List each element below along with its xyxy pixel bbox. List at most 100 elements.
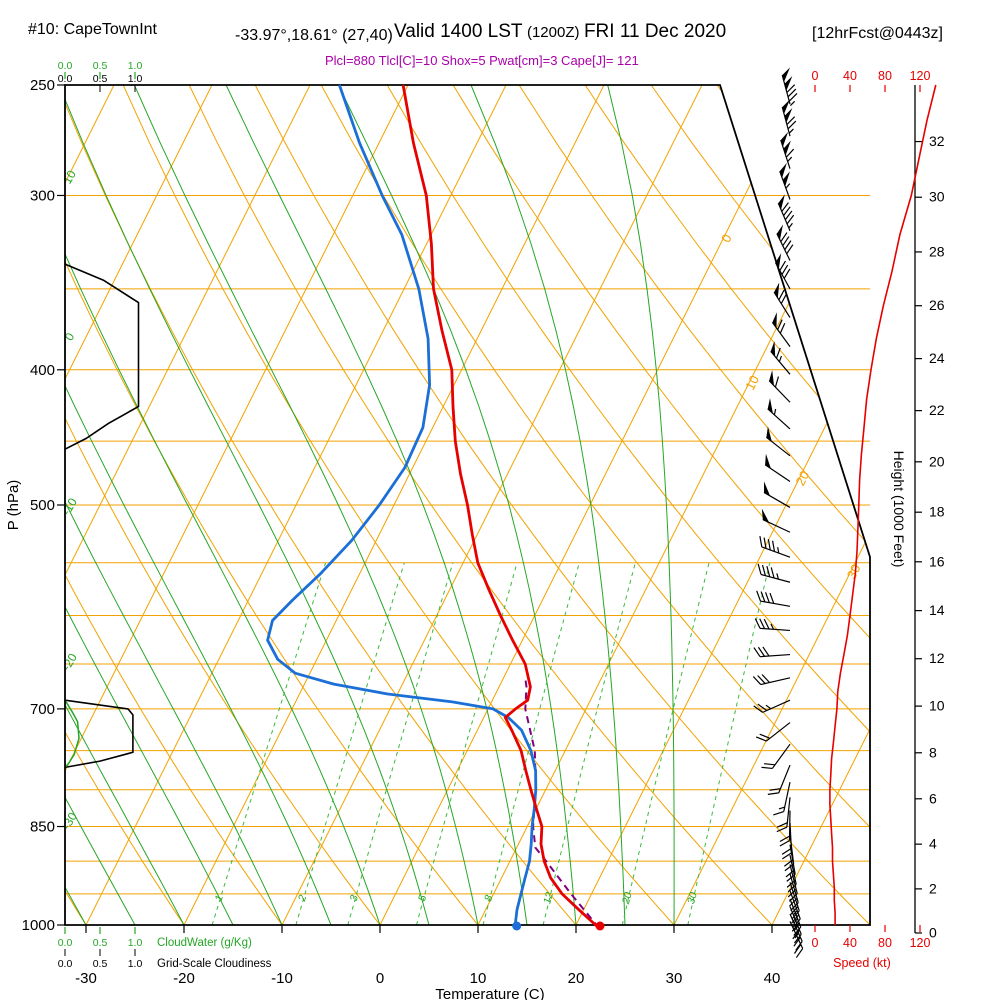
wind-barb [767,764,791,795]
barb-full [778,289,785,301]
barb-staff [778,764,791,794]
barb-full [786,214,795,225]
cloudwater-tick-label-bottom: 0.5 [93,937,108,949]
wind-barb [789,913,803,951]
height-tick-label: 22 [929,402,945,418]
cloudwater-tick-label-top: 0.0 [58,60,73,72]
pressure-tick-label: 500 [30,497,55,514]
plot-border [64,84,871,926]
barb-full [785,148,795,158]
barb-full [774,376,780,388]
barb-flag [780,131,789,147]
cloudwater-tick-label-top: 1.0 [128,60,143,72]
barb-flag [765,453,771,469]
pressure-tick-label: 700 [30,701,55,718]
barb-staff [771,743,791,769]
valid-time-line: Valid 1400 LST (1200Z) FRI 11 Dec 2020 [394,21,726,43]
cloudiness-tick-label-top: 0.0 [58,73,73,85]
barb-full [757,646,766,657]
moist-adiabat-line [225,85,528,925]
valid-time: Valid 1400 LST [394,21,523,42]
height-axis-title: Height (1000 Feet) [891,451,907,568]
barb-full [786,116,796,125]
barb-half [778,355,783,362]
moist-adiabat-group [65,85,675,925]
dry-adiabat-line [65,85,185,925]
isotherm-line [673,85,870,925]
height-tick-label: 4 [929,836,937,852]
pressure-axis-title: P (hPa) [5,480,22,531]
barb-staff [789,921,804,949]
skew-grid [65,85,1000,925]
barb-staff [760,600,791,607]
barb-flag [761,508,770,523]
barb-staff [776,233,791,261]
barb-full [775,347,781,359]
dry-adiabat-line [518,85,870,925]
isotherm-label: 20 [792,468,812,488]
height-tick-label: 12 [929,650,945,666]
barb-full [762,646,770,657]
barb-full [788,92,798,102]
mixing-ratio-label: 1 [213,894,226,903]
isotherm-line [771,85,870,925]
mixing-ratio-label: 8 [482,894,495,903]
wind-barb [765,426,791,457]
barb-staff [760,573,791,583]
barb-flag [775,253,782,269]
isotherm-line [65,85,213,925]
barb-full [756,590,762,602]
temp-tick-label: 20 [568,970,585,987]
cloudiness-tick-label-top: 1.0 [128,73,143,85]
barb-staff [789,873,799,903]
barb-staff [764,464,791,483]
barb-full [759,536,763,548]
wind-barb [779,162,791,200]
valid-utc: (1200Z) [526,24,580,41]
barb-flag [779,162,787,178]
mixing-ratio-label: 3 [348,894,361,903]
height-tick-label: 20 [929,453,945,469]
isotherm-label: 10 [742,373,762,393]
height-tick-label: 6 [929,790,937,806]
barb-full [761,564,766,576]
barb-staff [781,106,791,137]
cloudwater-tick-label-bottom: 0.0 [58,937,73,949]
height-tick-label: 28 [929,243,945,259]
barb-staff [789,854,797,885]
barb-flag [782,99,791,114]
moist-adiabat-line [65,85,234,925]
barb-flag [767,398,773,414]
moist-adiabat-label: -20 [59,651,80,673]
cloudiness-axis-title: Grid-Scale Cloudiness [157,958,272,970]
height-tick-label: 26 [929,297,945,313]
dry-adiabat-line [981,85,1000,925]
barb-flag [782,67,791,82]
barb-flag [783,140,791,156]
barb-staff [786,797,791,828]
barb-half [788,128,794,134]
wind-barb [781,67,798,106]
height-tick-label: 32 [929,133,945,149]
mixing-ratio-line [211,562,327,925]
height-tick-label: 30 [929,189,945,205]
mixing-ratio-line [347,562,454,925]
barb-full [793,936,801,947]
moist-adiabat-label: 10 [60,168,79,187]
cloudwater-profile [64,699,80,768]
station-title: #10: CapeTownInt [28,21,157,38]
barb-flag [784,76,793,91]
barb-full [782,236,790,247]
moist-adiabat-line [65,85,332,925]
moist-adiabat-line [337,85,577,925]
dry-adiabat-line [122,85,675,925]
wind-barb [767,398,791,430]
speed-tick-label-bottom: 40 [843,936,857,950]
forecast-tag: [12hrFcst@0443z] [812,25,943,42]
moist-adiabat-line [133,85,479,925]
barb-flag [770,340,776,357]
station-coords: -33.97°,18.61° (27,40) [235,27,393,44]
barb-flag [782,171,790,187]
wind-barb [754,618,791,632]
barb-flag [764,481,771,496]
